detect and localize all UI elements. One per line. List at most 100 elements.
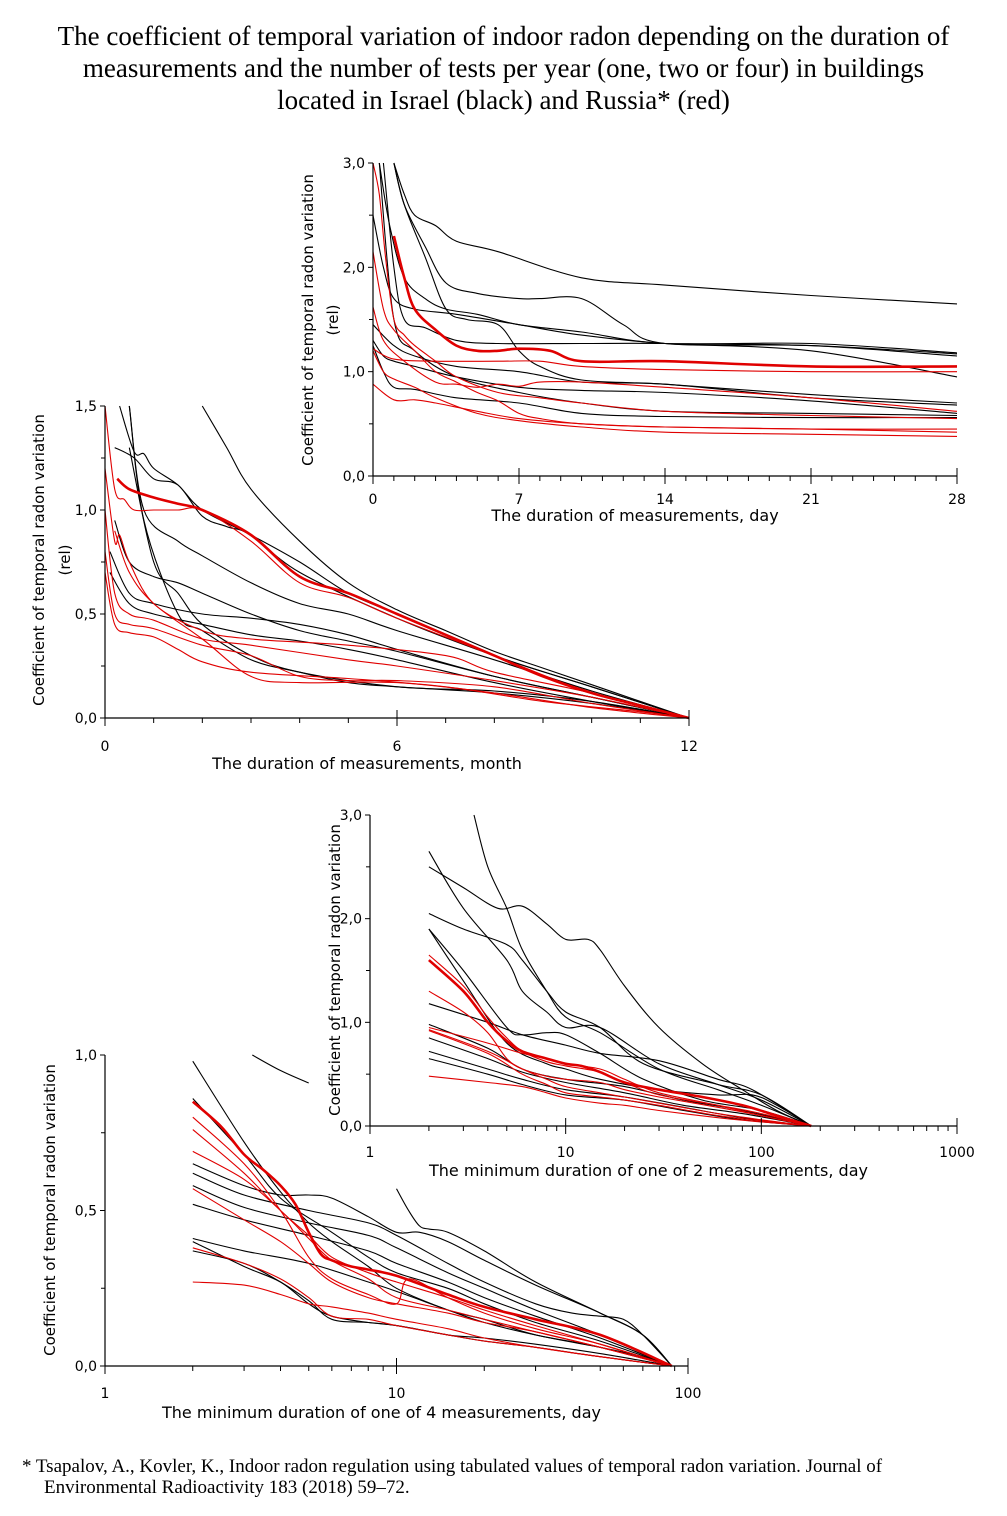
series-line-israel-8 <box>128 447 690 719</box>
series-line-russia-16 <box>428 1030 812 1127</box>
series-line-israel-1 <box>192 1060 672 1367</box>
y-tick-label: 0,5 <box>75 1204 97 1220</box>
x-tick-label: 1000 <box>939 1145 975 1161</box>
series-line-israel-10 <box>192 1250 672 1367</box>
y-axis-title: Coefficient of temporal radon variation <box>299 174 317 466</box>
x-tick-label: 28 <box>948 492 966 508</box>
series-line-russia-13 <box>428 990 812 1127</box>
chart-four-measurements: 0,0 0,5 1,0 1 10 100 The minimum duration of o… <box>41 1048 701 1422</box>
footnote-line-2: Environmental Radioactivity 183 (2018) 5… <box>44 1477 410 1498</box>
x-tick-label: 14 <box>656 492 674 508</box>
y-tick-label: 0,0 <box>343 469 365 485</box>
x-tick-label: 21 <box>802 492 820 508</box>
x-axis-title: The duration of measurements, day <box>490 506 778 525</box>
series-line-russia-15 <box>372 383 958 430</box>
y-tick-label: 2,0 <box>340 912 362 928</box>
series-line-israel-2 <box>396 1188 673 1367</box>
x-tick-label: 12 <box>680 739 698 755</box>
x-axis-title: The minimum duration of one of 2 measure… <box>428 1161 868 1180</box>
series-line-russia-15 <box>114 530 690 719</box>
series-line-russia-14 <box>372 306 958 412</box>
series-group <box>372 162 958 437</box>
series-line-russia-14 <box>192 1116 672 1367</box>
title-line-3: located in Israel (black) and Russia* (r… <box>277 85 730 115</box>
y-axis-title: (rel) <box>324 305 342 336</box>
series-line-israel-4 <box>382 162 958 355</box>
x-axis-title: The minimum duration of one of 4 measure… <box>161 1403 601 1422</box>
series-group <box>104 405 690 720</box>
series-line-russia-14 <box>104 572 690 719</box>
x-tick-label: 1 <box>366 1145 375 1161</box>
x-tick-label: 7 <box>515 492 524 508</box>
series-line-israel-8 <box>192 1237 672 1367</box>
series-line-israel-2 <box>114 447 690 719</box>
series-line-israel-3 <box>428 912 812 1127</box>
chart-two-measurements: 0,0 1,0 2,0 3,0 1 10 100 1000 The minimum durati… <box>326 808 975 1180</box>
series-line-israel-4 <box>192 1172 673 1367</box>
y-tick-label: 3,0 <box>340 808 362 824</box>
y-tick-label: 2,0 <box>343 260 365 276</box>
y-tick-label: 1,5 <box>75 399 97 415</box>
series-line-israel-7 <box>192 1098 672 1367</box>
y-axis-title: Coefficient of temporal radon variation <box>30 414 48 706</box>
series-line-israel-6 <box>428 1003 812 1127</box>
x-tick-label: 10 <box>388 1386 406 1402</box>
x-tick-label: 1 <box>101 1386 110 1402</box>
series-line-russia-12 <box>104 509 690 719</box>
series-line-israel-9 <box>378 162 958 417</box>
x-tick-label: 100 <box>675 1386 702 1402</box>
figure-title: The coefficient of temporal variation of… <box>0 20 1007 116</box>
x-tick-label: 100 <box>748 1145 775 1161</box>
series-line-israel-0 <box>473 814 812 1127</box>
x-tick-label: 0 <box>369 492 378 508</box>
series-line-israel-3 <box>192 1163 673 1367</box>
series-group <box>191 1054 673 1368</box>
series-line-russia-12 <box>372 348 958 373</box>
reference-footnote: * Tsapalov, A., Kovler, K., Indoor radon… <box>22 1456 982 1498</box>
y-tick-label: 1,0 <box>343 365 365 381</box>
x-axis-title: The duration of measurements, month <box>211 754 522 773</box>
x-tick-label: 0 <box>101 739 110 755</box>
series-line-russia-17 <box>428 1075 812 1127</box>
series-line-israel-3 <box>393 162 958 404</box>
series-line-israel-1 <box>393 162 958 357</box>
y-tick-label: 0,0 <box>75 1359 97 1375</box>
series-line-israel-2 <box>378 162 958 354</box>
series-line-israel-5 <box>192 1185 673 1367</box>
y-tick-label: 3,0 <box>343 156 365 172</box>
series-line-russia-10 <box>104 405 690 719</box>
series-line-israel-0 <box>393 162 958 305</box>
series-line-israel-1 <box>119 405 690 719</box>
series-line-israel-5 <box>372 215 958 378</box>
series-line-russia-15 <box>428 1029 812 1127</box>
y-axis-title: (rel) <box>56 545 74 576</box>
y-tick-label: 1,0 <box>75 1048 97 1064</box>
y-tick-label: 0,0 <box>75 711 97 727</box>
y-tick-label: 0,5 <box>75 607 97 623</box>
series-line-israel-0 <box>201 405 690 719</box>
x-tick-label: 10 <box>557 1145 575 1161</box>
series-line-russia-10 <box>392 235 958 369</box>
series-group <box>428 814 812 1128</box>
series-line-israel-0 <box>252 1054 309 1084</box>
series-line-russia-11 <box>372 162 958 420</box>
series-line-israel-3 <box>128 405 690 719</box>
series-line-russia-11 <box>104 468 690 719</box>
y-tick-label: 0,0 <box>340 1119 362 1135</box>
series-line-israel-2 <box>428 851 812 1127</box>
chart-months: 0,0 0,5 1,0 1,5 0 6 12 The duration of measurem… <box>30 399 698 773</box>
series-line-israel-7 <box>428 1023 812 1127</box>
series-line-israel-4 <box>428 928 812 1127</box>
series-line-israel-6 <box>192 1203 673 1367</box>
title-line-1: The coefficient of temporal variation of… <box>57 21 950 51</box>
series-line-israel-5 <box>109 551 690 719</box>
series-line-israel-8 <box>372 345 958 419</box>
y-tick-label: 1,0 <box>75 503 97 519</box>
y-axis-title: Coefficient of temporal radon variation <box>41 1064 59 1356</box>
y-tick-label: 1,0 <box>340 1015 362 1031</box>
x-tick-label: 6 <box>393 739 402 755</box>
series-line-russia-17 <box>192 1281 672 1367</box>
series-line-russia-13 <box>104 551 690 719</box>
series-line-russia-11 <box>191 1100 673 1368</box>
